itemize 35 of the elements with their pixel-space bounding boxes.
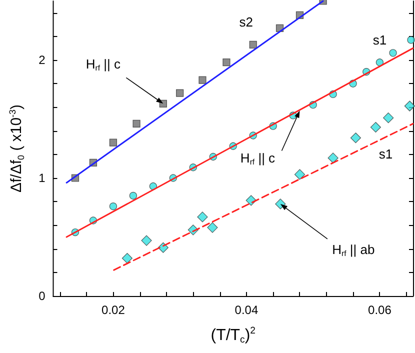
- point: [129, 192, 137, 200]
- point: [328, 152, 338, 164]
- point: [122, 252, 132, 264]
- point: [383, 112, 394, 124]
- point: [176, 89, 184, 97]
- annotation: H$_{rf}$ || c: [240, 150, 276, 167]
- y-tick-label: 2: [38, 53, 46, 67]
- point: [376, 58, 384, 66]
- point: [407, 36, 415, 44]
- point: [222, 58, 230, 66]
- point: [109, 202, 118, 210]
- x-tick-label: 0.02: [102, 303, 126, 317]
- point: [370, 122, 381, 133]
- series-label: s2: [239, 14, 253, 30]
- point: [198, 76, 206, 84]
- point: [109, 138, 118, 146]
- point: [249, 40, 257, 48]
- series-label: s1: [378, 146, 393, 161]
- point: [132, 120, 140, 128]
- point: [141, 235, 152, 246]
- series-label: s1: [372, 32, 387, 47]
- y-axis-title: Δf/Δf0 ( x10-3): [8, 104, 26, 193]
- point: [197, 212, 208, 222]
- annotation: H$_{rf}$ || c: [86, 56, 121, 73]
- x-tick-label: 0.04: [234, 303, 258, 317]
- point: [275, 198, 286, 210]
- point: [207, 222, 218, 233]
- annotation: H$_{rf}$ || ab: [332, 241, 375, 258]
- x-tick-label: 0.06: [368, 303, 392, 317]
- point: [294, 169, 306, 180]
- point: [404, 100, 415, 112]
- y-tick-label: 0: [38, 289, 46, 303]
- point: [389, 49, 397, 57]
- point: [350, 132, 362, 144]
- y-tick-label: 1: [38, 171, 46, 185]
